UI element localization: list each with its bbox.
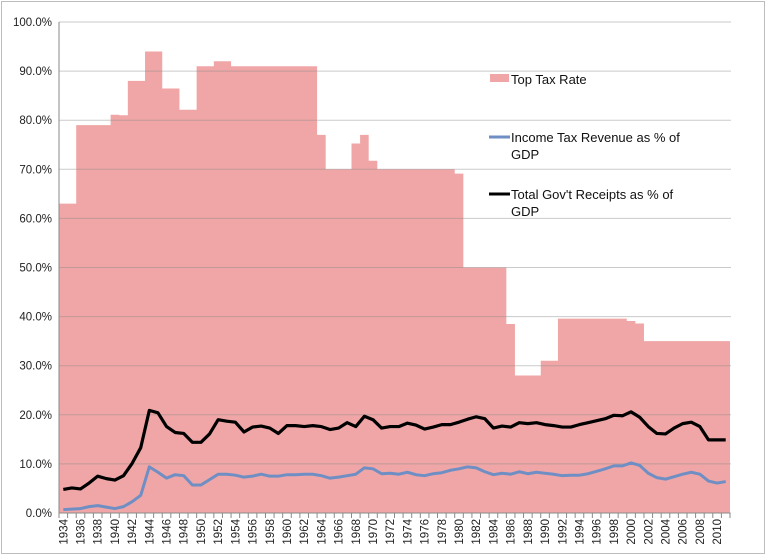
- y-tick-label: 40.0%: [19, 312, 52, 324]
- y-tick-label: 90.0%: [19, 66, 52, 78]
- legend-label: Top Tax Rate: [511, 72, 587, 87]
- legend-label: Income Tax Revenue as % of GDP: [511, 130, 680, 162]
- x-tick-label: 1942: [127, 519, 139, 545]
- x-tick-label: 1964: [316, 518, 328, 544]
- x-tick-label: 1966: [334, 519, 346, 545]
- y-tick-label: 0.0%: [26, 508, 52, 520]
- x-tick-label: 1940: [110, 519, 122, 545]
- legend-label: Total Gov't Receipts as % of GDP: [511, 187, 674, 219]
- x-tick-label: 1962: [299, 519, 311, 545]
- y-tick-label: 80.0%: [19, 115, 52, 127]
- x-tick-label: 1990: [540, 519, 552, 545]
- total-receipts-line: [63, 408, 726, 492]
- x-tick-label: 1986: [506, 519, 518, 545]
- x-tick-label: 2006: [678, 519, 690, 545]
- y-tick-label: 50.0%: [19, 263, 52, 275]
- x-tick-label: 1956: [248, 519, 260, 545]
- x-tick-label: 1968: [351, 519, 363, 545]
- x-tick-label: 2000: [626, 519, 638, 545]
- x-tick-label: 1974: [402, 518, 414, 544]
- x-tick-label: 1954: [230, 518, 242, 544]
- x-tick-label: 1972: [385, 519, 397, 545]
- x-tick-label: 1982: [471, 519, 483, 545]
- x-tick-label: 1978: [437, 519, 449, 545]
- x-tick-label: 1952: [213, 519, 225, 545]
- top-tax-rate-area: [59, 51, 730, 514]
- x-tick-label: 1958: [265, 519, 277, 545]
- x-tick-label: 1938: [93, 519, 105, 545]
- y-tick-label: 10.0%: [19, 459, 52, 471]
- x-tick-label: 1994: [574, 518, 586, 544]
- x-tick-label: 2002: [643, 519, 655, 545]
- x-tick-label: 1998: [609, 519, 621, 545]
- x-tick-label: 2008: [695, 519, 707, 545]
- y-tick-label: 20.0%: [19, 410, 52, 422]
- y-tick-label: 70.0%: [19, 164, 52, 176]
- y-tick-label: 100.0%: [13, 17, 52, 29]
- y-tick-label: 60.0%: [19, 213, 52, 225]
- legend-swatch-area: [490, 74, 509, 82]
- x-tick-label: 1936: [76, 519, 88, 545]
- x-tick-label: 1946: [162, 519, 174, 545]
- x-tick-label: 1988: [523, 519, 535, 545]
- y-tick-label: 30.0%: [19, 361, 52, 373]
- x-tick-label: 1976: [420, 519, 432, 545]
- x-tick-label: 1950: [196, 519, 208, 545]
- x-tick-label: 1996: [592, 519, 604, 545]
- x-tick-label: 1948: [179, 519, 191, 545]
- x-tick-label: 2010: [712, 519, 724, 545]
- x-tick-label: 1984: [488, 518, 500, 544]
- income-tax-revenue-line: [63, 461, 726, 512]
- x-tick-label: 1980: [454, 519, 466, 545]
- x-tick-label: 1970: [368, 519, 380, 545]
- x-tick-label: 2004: [660, 518, 672, 544]
- x-tick-label: 1992: [557, 519, 569, 545]
- x-tick-label: 1944: [144, 518, 156, 544]
- x-tick-label: 1960: [282, 519, 294, 545]
- x-tick-label: 1934: [58, 518, 70, 544]
